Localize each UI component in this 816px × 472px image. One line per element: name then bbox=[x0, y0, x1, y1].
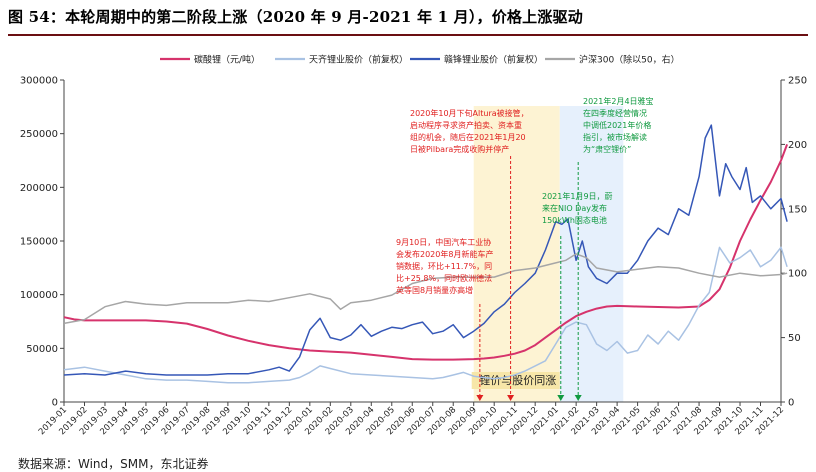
series-line-1 bbox=[63, 246, 788, 384]
annotations: 2020年10月下旬Altura被接管， 启动程序寻求资产拍卖、资本重组的机会，随… bbox=[396, 96, 654, 401]
y-left-tick-label: 300000 bbox=[20, 76, 58, 87]
y-left-tick-label: 150000 bbox=[20, 237, 58, 248]
ann-altura-line: 日被Pilbara完成收购并停产 bbox=[410, 144, 509, 154]
y-left-tick-label: 200000 bbox=[20, 183, 58, 194]
ann-altura-line: 组的机会，随后在2021年1月20 bbox=[410, 132, 526, 142]
highlight-label: 锂价与股价同涨 bbox=[479, 373, 556, 387]
y-left-tick-label: 0 bbox=[52, 398, 58, 409]
chart: 锂价与股价同涨 0 50000 100000 150000 200000 250000 30… bbox=[20, 54, 807, 438]
y-right-tick-label: 50 bbox=[788, 333, 801, 344]
series-line-0 bbox=[63, 144, 789, 361]
ann-report-line: 在四季度经营情况 bbox=[583, 108, 647, 118]
legend-label-1: 天齐锂业股价（前复权） bbox=[309, 54, 408, 66]
series-lines bbox=[63, 124, 789, 384]
series-line-3 bbox=[63, 253, 788, 325]
ann-caam-line: 比+25.8%，同时欧洲德法 bbox=[396, 273, 492, 283]
y-right-tick-label: 150 bbox=[788, 204, 807, 215]
arrow-feb bbox=[574, 395, 582, 401]
ann-altura-line: 启动程序寻求资产拍卖、资本重 bbox=[410, 120, 522, 130]
y-left-tick-label: 100000 bbox=[20, 290, 58, 301]
y-right-tick-label: 200 bbox=[788, 140, 807, 151]
figure-title: 图 54：本轮周期中的第二阶段上涨（2020 年 9 月-2021 年 1 月）… bbox=[8, 8, 583, 26]
source-note: 数据来源：Wind，SMM，东北证券 bbox=[18, 457, 209, 471]
highlight-band-1 bbox=[559, 106, 624, 402]
arrow-jan bbox=[557, 395, 565, 401]
series-line-2 bbox=[63, 124, 788, 376]
ann-report-line: 中调低2021年价格 bbox=[583, 120, 651, 130]
ann-nio-line: 来在NIO Day发布 bbox=[542, 203, 607, 213]
y-left-tick-label: 50000 bbox=[26, 344, 58, 355]
legend-label-0: 碳酸锂（元/吨） bbox=[194, 54, 260, 66]
ann-caam-line: 英等国8月销量亦高增 bbox=[396, 285, 473, 295]
arrow-sep bbox=[476, 395, 484, 401]
y-right-tick-label: 0 bbox=[788, 398, 794, 409]
title-rule bbox=[8, 34, 808, 36]
ann-caam-line: 会发布2020年8月新能车产 bbox=[396, 249, 493, 259]
ann-altura-line: 2020年10月下旬Altura被接管， bbox=[410, 108, 529, 118]
y-right-tick-label: 250 bbox=[788, 76, 807, 87]
y-right-tick-label: 100 bbox=[788, 269, 807, 280]
legend-label-3: 沪深300（除以50，右） bbox=[579, 54, 680, 66]
ann-report-line: 2021年2月4日雅宝 bbox=[583, 96, 654, 106]
ann-report-line: 为“肃空锂价” bbox=[583, 144, 631, 154]
ann-caam-line: 9月10日，中国汽车工业协 bbox=[396, 237, 491, 247]
y-left-tick-label: 250000 bbox=[20, 129, 58, 140]
legend-label-2: 赣锋锂业股价（前复权） bbox=[444, 54, 543, 66]
ann-report-line: 指引，被市场解读 bbox=[583, 132, 647, 142]
ann-nio-line: 150kWh固态电池 bbox=[542, 215, 607, 225]
legend: 碳酸锂（元/吨） 天齐锂业股价（前复权） 赣锋锂业股价（前复权） 沪深300（除以50… bbox=[160, 54, 680, 66]
ann-caam-line: 销数据，环比+11.7%，同 bbox=[396, 261, 492, 271]
arrow-oct bbox=[507, 395, 515, 401]
highlight-label-box bbox=[471, 372, 564, 389]
ann-nio-line: 2021年1月9日，蔚 bbox=[542, 191, 613, 201]
